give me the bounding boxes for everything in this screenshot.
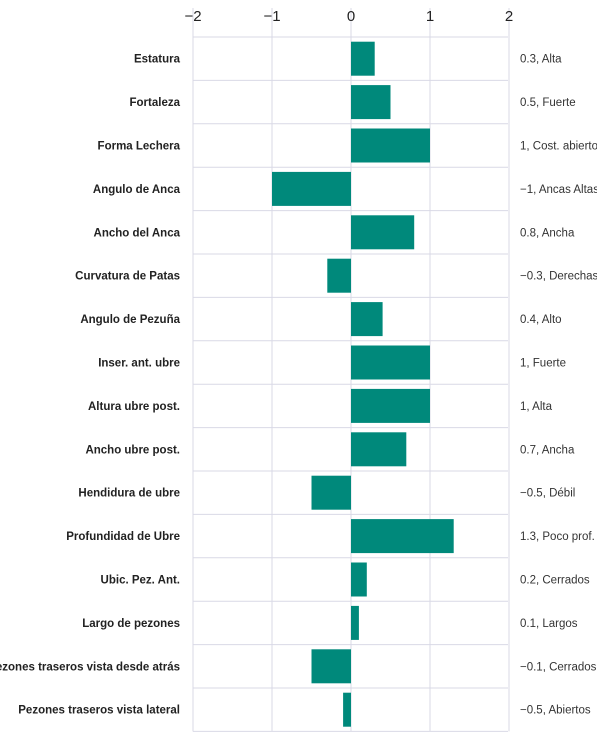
- x-tick-label: −2: [184, 8, 201, 25]
- category-label: Inser. ant. ubre: [98, 358, 180, 370]
- value-label: −0.5, Abiertos: [520, 705, 591, 717]
- bars: [272, 41, 454, 727]
- bar: [351, 41, 375, 76]
- bar: [351, 345, 430, 380]
- category-label: Angulo de Pezuña: [80, 314, 180, 326]
- value-label: 0.1, Largos: [520, 618, 578, 630]
- category-label: Estatura: [134, 54, 181, 66]
- bar: [351, 302, 383, 337]
- x-tick-label: −1: [263, 8, 280, 25]
- value-label: 0.7, Ancha: [520, 444, 575, 456]
- bar: [351, 388, 430, 423]
- bar: [351, 519, 454, 554]
- category-label: Ancho del Anca: [94, 227, 181, 239]
- category-label: Curvatura de Patas: [75, 271, 180, 283]
- category-label: Ubic. Pez. Ant.: [101, 575, 180, 587]
- bar: [327, 258, 351, 293]
- category-label: Fortaleza: [130, 97, 181, 109]
- bar: [351, 128, 430, 163]
- category-label: Forma Lechera: [98, 141, 181, 153]
- value-label: 1.3, Poco prof.: [520, 531, 595, 543]
- x-tick-label: 0: [347, 8, 355, 25]
- bar: [272, 171, 351, 206]
- x-tick-label: 1: [426, 8, 434, 25]
- value-label: −0.3, Derechas: [520, 271, 597, 283]
- value-label: 0.3, Alta: [520, 54, 562, 66]
- value-label: 0.4, Alto: [520, 314, 562, 326]
- value-label: −0.1, Cerrados: [520, 661, 597, 673]
- bar: [343, 692, 351, 727]
- category-label: Largo de pezones: [82, 618, 180, 630]
- category-label: Altura ubre post.: [88, 401, 180, 413]
- x-tick-label: 2: [505, 8, 513, 25]
- bar: [351, 215, 415, 250]
- value-label: −1, Ancas Altas: [520, 184, 597, 196]
- bar: [351, 562, 367, 597]
- value-label: 1, Cost. abierto: [520, 141, 597, 153]
- category-label: Pezones traseros vista lateral: [18, 705, 180, 717]
- value-labels: 0.3, Alta 0.5, Fuerte 1, Cost. abierto −1, …: [520, 54, 597, 717]
- grid: [192, 8, 510, 732]
- category-label: Pezones traseros vista desde atrás: [0, 661, 180, 673]
- category-label: Hendidura de ubre: [78, 488, 180, 500]
- value-label: 0.2, Cerrados: [520, 575, 590, 587]
- category-label: Ancho ubre post.: [85, 444, 180, 456]
- category-labels: Estatura Fortaleza Forma Lechera Angulo de …: [0, 54, 181, 717]
- x-axis-ticks: −2 −1 0 1 2: [184, 8, 513, 25]
- value-label: 0.8, Ancha: [520, 227, 575, 239]
- bar: [311, 475, 351, 510]
- bar: [311, 649, 351, 684]
- value-label: 1, Fuerte: [520, 358, 566, 370]
- value-label: 0.5, Fuerte: [520, 97, 576, 109]
- value-label: −0.5, Débil: [520, 488, 575, 500]
- bar: [351, 605, 359, 640]
- category-label: Profundidad de Ubre: [66, 531, 180, 543]
- category-label: Angulo de Anca: [93, 184, 181, 196]
- value-label: 1, Alta: [520, 401, 553, 413]
- bar: [351, 432, 407, 467]
- bar: [351, 85, 391, 120]
